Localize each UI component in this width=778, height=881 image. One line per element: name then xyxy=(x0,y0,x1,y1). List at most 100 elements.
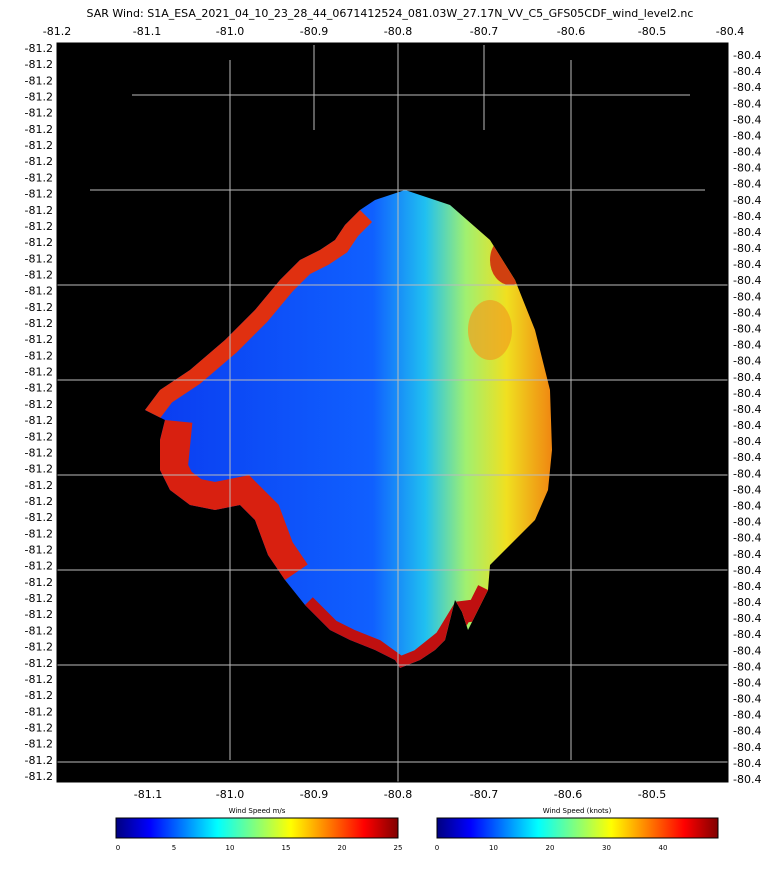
left-axis-label: -81.2 xyxy=(25,317,53,330)
top-axis-label: -80.8 xyxy=(384,25,412,38)
left-axis-label: -81.2 xyxy=(25,624,53,637)
right-axis-label: -80.4 xyxy=(733,274,761,287)
left-axis-label: -81.2 xyxy=(25,641,53,654)
colorbar-tick-label: 15 xyxy=(282,844,291,852)
right-axis-label: -80.4 xyxy=(733,564,761,577)
colorbar-tick-label: 25 xyxy=(394,844,403,852)
right-axis-label: -80.4 xyxy=(733,339,761,352)
right-axis-label: -80.4 xyxy=(733,483,761,496)
right-axis-label: -80.4 xyxy=(733,660,761,673)
left-axis-label: -81.2 xyxy=(25,268,53,281)
bottom-axis-label: -80.9 xyxy=(300,788,328,801)
right-axis-label: -80.4 xyxy=(733,644,761,657)
left-axis-label: -81.2 xyxy=(25,58,53,71)
left-axis-label: -81.2 xyxy=(25,770,53,783)
left-axis-label: -81.2 xyxy=(25,107,53,120)
colorbar-tick-label: 10 xyxy=(226,844,235,852)
left-axis-label: -81.2 xyxy=(25,42,53,55)
left-axis-label: -81.2 xyxy=(25,608,53,621)
top-axis-label: -81.1 xyxy=(133,25,161,38)
right-axis-label: -80.4 xyxy=(733,113,761,126)
right-axis-label: -80.4 xyxy=(733,676,761,689)
colorbar-tick-label: 0 xyxy=(435,844,439,852)
left-axis-label: -81.2 xyxy=(25,171,53,184)
right-axis-label: -80.4 xyxy=(733,49,761,62)
right-axis-label: -80.4 xyxy=(733,419,761,432)
left-axis-label: -81.2 xyxy=(25,285,53,298)
right-axis-label: -80.4 xyxy=(733,242,761,255)
title: SAR Wind: S1A_ESA_2021_04_10_23_28_44_06… xyxy=(87,7,694,20)
right-axis-label: -80.4 xyxy=(733,387,761,400)
left-axis-label: -81.2 xyxy=(25,220,53,233)
right-axis-label: -80.4 xyxy=(733,162,761,175)
right-axis-label: -80.4 xyxy=(733,403,761,416)
bottom-axis-label: -81.1 xyxy=(134,788,162,801)
right-axis-label: -80.4 xyxy=(733,65,761,78)
colorbar-tick-label: 10 xyxy=(489,844,498,852)
colorbar-tick-label: 40 xyxy=(659,844,668,852)
left-axis-label: -81.2 xyxy=(25,738,53,751)
colorbar-label: Wind Speed (knots) xyxy=(543,807,612,815)
left-axis-label: -81.2 xyxy=(25,252,53,265)
right-axis-label: -80.4 xyxy=(733,371,761,384)
right-axis-label: -80.4 xyxy=(733,355,761,368)
left-axis-label: -81.2 xyxy=(25,673,53,686)
right-axis-label: -80.4 xyxy=(733,725,761,738)
bottom-axis-label: -80.8 xyxy=(384,788,412,801)
left-axis-label: -81.2 xyxy=(25,576,53,589)
left-axis-label: -81.2 xyxy=(25,236,53,249)
right-axis-label: -80.4 xyxy=(733,146,761,159)
left-axis-label: -81.2 xyxy=(25,544,53,557)
top-axis-label: -80.6 xyxy=(557,25,585,38)
bottom-axis-label: -81.0 xyxy=(216,788,244,801)
left-axis-label: -81.2 xyxy=(25,204,53,217)
right-axis-label: -80.4 xyxy=(733,290,761,303)
left-axis-label: -81.2 xyxy=(25,333,53,346)
right-axis-label: -80.4 xyxy=(733,306,761,319)
colorbar-label: Wind Speed m/s xyxy=(229,807,286,815)
top-axis-label: -80.4 xyxy=(716,25,744,38)
left-axis-label: -81.2 xyxy=(25,721,53,734)
left-axis-label: -81.2 xyxy=(25,301,53,314)
left-axis-label: -81.2 xyxy=(25,155,53,168)
left-axis-label: -81.2 xyxy=(25,463,53,476)
bottom-axis-label: -80.7 xyxy=(470,788,498,801)
left-axis-label: -81.2 xyxy=(25,689,53,702)
colorbar-tick-label: 20 xyxy=(338,844,347,852)
top-axis-label: -81.0 xyxy=(216,25,244,38)
bottom-axis-label: -80.5 xyxy=(638,788,666,801)
colorbar-tick-label: 20 xyxy=(546,844,555,852)
right-axis-label: -80.4 xyxy=(733,81,761,94)
left-axis-label: -81.2 xyxy=(25,349,53,362)
left-axis-label: -81.2 xyxy=(25,123,53,136)
right-axis-label: -80.4 xyxy=(733,596,761,609)
colorbar-tick-label: 5 xyxy=(172,844,176,852)
colorbar-knots xyxy=(437,818,718,838)
right-axis-label: -80.4 xyxy=(733,612,761,625)
colorbar-ms xyxy=(116,818,398,838)
right-axis-label: -80.4 xyxy=(733,516,761,529)
right-axis-label: -80.4 xyxy=(733,499,761,512)
top-axis-label: -80.9 xyxy=(300,25,328,38)
left-axis-label: -81.2 xyxy=(25,382,53,395)
right-axis-label: -80.4 xyxy=(733,435,761,448)
right-axis-label: -80.4 xyxy=(733,467,761,480)
right-axis-label: -80.4 xyxy=(733,709,761,722)
left-axis-label: -81.2 xyxy=(25,430,53,443)
right-axis-label: -80.4 xyxy=(733,451,761,464)
right-axis-label: -80.4 xyxy=(733,693,761,706)
right-axis-label: -80.4 xyxy=(733,532,761,545)
right-axis-label: -80.4 xyxy=(733,628,761,641)
left-axis-label: -81.2 xyxy=(25,414,53,427)
right-axis-label: -80.4 xyxy=(733,97,761,110)
left-axis-label: -81.2 xyxy=(25,657,53,670)
bottom-axis-label: -80.6 xyxy=(554,788,582,801)
right-axis-label: -80.4 xyxy=(733,741,761,754)
left-axis-label: -81.2 xyxy=(25,366,53,379)
colorbar-tick-label: 0 xyxy=(116,844,120,852)
top-axis-label: -80.7 xyxy=(470,25,498,38)
left-axis-label: -81.2 xyxy=(25,446,53,459)
right-axis-label: -80.4 xyxy=(733,258,761,271)
right-axis-label: -80.4 xyxy=(733,773,761,786)
left-axis-label: -81.2 xyxy=(25,705,53,718)
